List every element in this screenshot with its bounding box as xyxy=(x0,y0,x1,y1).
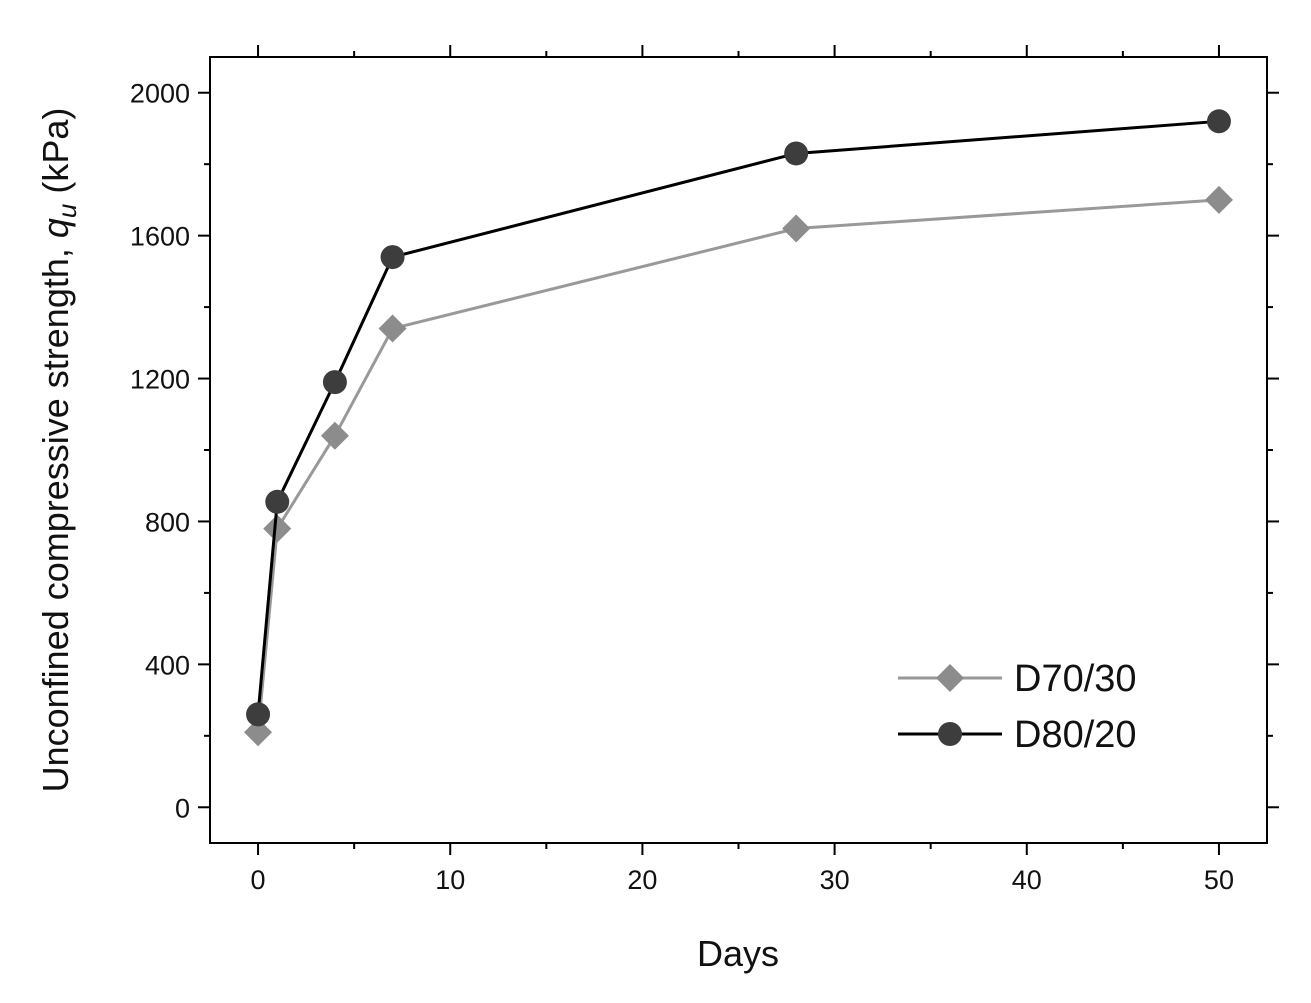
y-tick-label: 1600 xyxy=(130,222,190,252)
data-point xyxy=(265,489,290,514)
y-tick-label: 800 xyxy=(145,507,190,537)
legend-marker xyxy=(936,664,964,692)
series-layer xyxy=(244,109,1233,747)
data-point xyxy=(782,214,811,243)
data-point xyxy=(1204,185,1233,214)
y-axis-title: Unconfined compressive strength, qu (kPa… xyxy=(35,108,82,793)
data-point xyxy=(322,370,347,395)
x-tick-labels: 0 10 20 30 40 50 xyxy=(251,865,1234,895)
y-axis-title-unit: (kPa) xyxy=(35,108,76,204)
y-tick-label: 2000 xyxy=(130,79,190,109)
y-axis-title-main: Unconfined compressive strength, xyxy=(35,238,76,792)
series-d80-20 xyxy=(246,109,1231,727)
legend: D70/30 D80/20 xyxy=(898,658,1137,756)
data-point xyxy=(784,141,809,166)
y-tick-label: 400 xyxy=(145,650,190,680)
x-tick-label: 10 xyxy=(435,865,465,895)
data-point xyxy=(244,718,273,747)
y-tick-label: 1200 xyxy=(130,365,190,395)
series-line xyxy=(256,198,1220,733)
data-point xyxy=(380,245,405,270)
x-tick-label: 0 xyxy=(251,865,266,895)
legend-label: D80/20 xyxy=(1014,714,1137,756)
axis-ticks xyxy=(198,45,1279,855)
x-tick-label: 30 xyxy=(820,865,850,895)
y-axis-title-subscript: u xyxy=(52,204,82,218)
y-axis-title-variable: q xyxy=(35,218,76,238)
x-tick-label: 20 xyxy=(627,865,657,895)
y-tick-label: 0 xyxy=(175,793,190,823)
data-point xyxy=(263,514,292,543)
series-d70-30 xyxy=(244,185,1233,747)
data-point xyxy=(320,421,349,450)
legend-marker xyxy=(938,722,962,746)
x-tick-label: 50 xyxy=(1204,865,1234,895)
x-tick-label: 40 xyxy=(1012,865,1042,895)
legend-label: D70/30 xyxy=(1014,658,1137,700)
x-axis-title: Days xyxy=(697,933,779,974)
data-point xyxy=(1206,109,1231,134)
data-point xyxy=(246,702,271,727)
series-line xyxy=(256,119,1220,715)
data-point xyxy=(378,314,407,343)
y-tick-labels: 0 400 800 1200 1600 2000 xyxy=(130,79,190,824)
